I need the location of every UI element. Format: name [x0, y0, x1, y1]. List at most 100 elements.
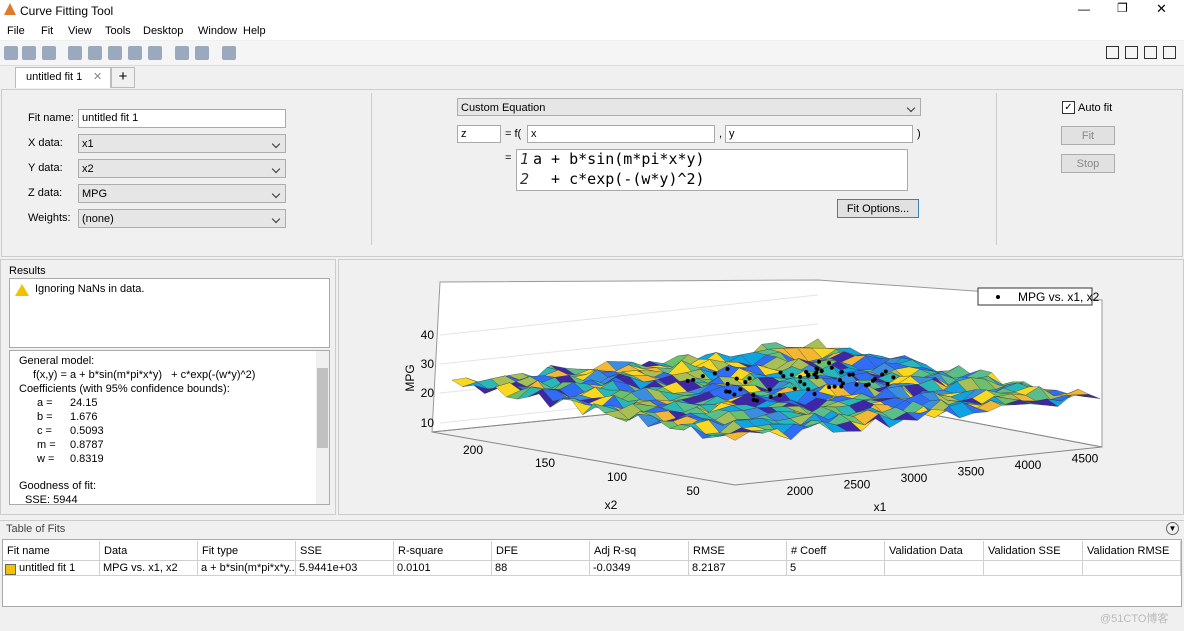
data-point — [850, 372, 855, 377]
data-point — [806, 387, 811, 392]
table-cell[interactable]: 0.0101 — [394, 561, 492, 576]
table-cell[interactable]: untitled fit 1 — [3, 561, 100, 576]
arg2[interactable]: y — [725, 125, 913, 143]
column-header[interactable]: Adj R-sq — [590, 541, 689, 561]
table-cell[interactable]: 88 — [492, 561, 590, 576]
surface-plot: 10 20 30 40 50 100 150 200 2000 2500 3000 3500 4000 4… — [403, 279, 1103, 514]
output-var[interactable]: z — [457, 125, 501, 143]
toolbar-icon[interactable] — [175, 46, 189, 60]
stop-button[interactable]: Stop — [1061, 154, 1115, 173]
coef-name: w = — [37, 453, 55, 465]
data-point — [814, 375, 819, 380]
menu-item[interactable]: Window — [198, 25, 238, 37]
field-value[interactable]: x2 — [78, 159, 286, 178]
menu-item[interactable]: Fit — [41, 25, 54, 37]
column-header[interactable]: # Coeff — [787, 541, 885, 561]
toolbar-icon[interactable] — [22, 46, 36, 60]
toolbar-icon[interactable] — [42, 46, 56, 60]
tab-close[interactable]: ✕ — [93, 71, 103, 83]
table-cell[interactable]: 8.2187 — [689, 561, 787, 576]
menu-item[interactable]: Desktop — [143, 25, 184, 37]
table-cell[interactable]: MPG vs. x1, x2 — [100, 561, 198, 576]
equation-editor[interactable] — [516, 149, 908, 191]
toolbar-icon[interactable] — [108, 46, 122, 60]
column-header[interactable]: Validation RMSE — [1083, 541, 1181, 561]
tab-add[interactable]: + — [111, 67, 135, 88]
table-cell[interactable]: 5.9441e+03 — [296, 561, 394, 576]
field-value[interactable]: (none) — [78, 209, 286, 228]
column-header[interactable]: Fit type — [198, 541, 296, 561]
minimize[interactable]: — — [1078, 2, 1090, 16]
tab-label[interactable]: untitled fit 1 — [26, 71, 83, 83]
x1-tick-label: 4500 — [1072, 452, 1099, 466]
z-tick-label: 40 — [421, 328, 435, 342]
layout-icon[interactable] — [1106, 46, 1119, 59]
coef-name: c = — [37, 425, 52, 437]
x1-tick-label: 2500 — [844, 478, 871, 492]
fit-button[interactable]: Fit — [1061, 126, 1115, 145]
data-point — [725, 367, 730, 372]
table-cell[interactable] — [885, 561, 984, 576]
close[interactable]: ✕ — [1156, 1, 1167, 16]
restore[interactable]: ❐ — [1117, 1, 1128, 15]
column-header[interactable]: Data — [100, 541, 198, 561]
toolbar-icon[interactable] — [128, 46, 142, 60]
model: f(x,y) = a + b*sin(m*pi*x*y) + c*exp(-(w… — [33, 369, 256, 381]
field-value[interactable]: untitled fit 1 — [78, 109, 286, 128]
data-point — [777, 393, 782, 398]
menu-item[interactable]: View — [68, 25, 92, 37]
column-header[interactable]: Validation Data — [885, 541, 984, 561]
toolbar-icon[interactable] — [195, 46, 209, 60]
toolbar-icon[interactable] — [148, 46, 162, 60]
table-cell[interactable] — [1083, 561, 1181, 576]
toolbar-icon[interactable] — [4, 46, 18, 60]
collapse[interactable]: ▼ — [1166, 522, 1179, 535]
data-point — [839, 370, 844, 375]
table-cell[interactable]: a + b*sin(m*pi*x*y... — [198, 561, 296, 576]
table-cell[interactable]: -0.0349 — [590, 561, 689, 576]
x2-tick-label: 150 — [535, 456, 555, 470]
table-cell[interactable] — [984, 561, 1083, 576]
field-value[interactable]: x1 — [78, 134, 286, 153]
z-tick-label: 30 — [421, 357, 435, 371]
menu-item[interactable]: Help — [243, 25, 266, 37]
tab[interactable] — [15, 67, 111, 88]
layout-icon[interactable] — [1163, 46, 1176, 59]
data-point — [883, 369, 888, 374]
toolbar-icon[interactable] — [222, 46, 236, 60]
data-point — [838, 378, 843, 383]
data-point — [712, 371, 717, 376]
auto-fit-checkbox[interactable]: ✓ — [1062, 101, 1075, 114]
field-label: Fit name: — [28, 112, 74, 124]
field-label: X data: — [28, 137, 63, 149]
line-number: 2 — [520, 170, 530, 188]
toolbar-icon[interactable] — [88, 46, 102, 60]
column-header[interactable]: Validation SSE — [984, 541, 1083, 561]
menu-item[interactable]: Tools — [105, 25, 131, 37]
column-header[interactable]: RMSE — [689, 541, 787, 561]
legend-box — [977, 287, 1093, 306]
menu-item[interactable]: File — [7, 25, 25, 37]
table-cell[interactable]: 5 — [787, 561, 885, 576]
layout-icon[interactable] — [1125, 46, 1138, 59]
layout-icon[interactable] — [1144, 46, 1157, 59]
field-value[interactable]: MPG — [78, 184, 286, 203]
coef-value: 0.8787 — [70, 439, 104, 451]
toolbar-icon[interactable] — [68, 46, 82, 60]
grid-line — [439, 294, 819, 336]
column-header[interactable]: DFE — [492, 541, 590, 561]
arg1[interactable]: x — [527, 125, 715, 143]
equation-type[interactable]: Custom Equation — [457, 98, 921, 116]
column-header[interactable]: SSE — [296, 541, 394, 561]
data-point — [747, 376, 752, 381]
data-point — [891, 375, 896, 380]
z-label: MPG — [403, 364, 417, 391]
surface-patch — [723, 431, 750, 441]
column-header[interactable]: R-square — [394, 541, 492, 561]
data-point — [738, 387, 743, 392]
auto-fit-label[interactable]: Auto fit — [1078, 102, 1113, 114]
fit-options-button[interactable]: Fit Options... — [837, 199, 919, 218]
x2-label: x2 — [605, 498, 618, 512]
scroll-thumb[interactable] — [317, 368, 328, 448]
column-header[interactable]: Fit name — [3, 541, 100, 561]
